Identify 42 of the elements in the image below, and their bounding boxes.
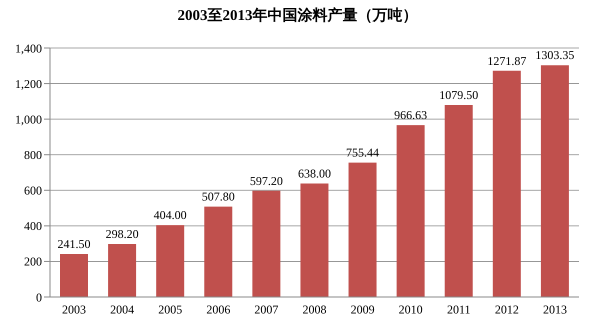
bar: [540, 65, 569, 297]
bar: [396, 125, 425, 297]
data-label: 241.50: [58, 237, 90, 252]
data-label: 966.63: [394, 108, 428, 122]
y-tick-label: 600: [24, 184, 42, 198]
y-tick-label: 1,200: [15, 76, 42, 91]
data-label: 1079.50: [439, 88, 478, 102]
data-label: 638.00: [298, 166, 331, 181]
x-tick-label: 2012: [494, 302, 519, 317]
data-label: 597.20: [250, 174, 283, 188]
data-label: 1303.35: [535, 48, 574, 62]
data-label: 404.00: [154, 208, 187, 222]
bar: [252, 190, 280, 297]
bar: [156, 225, 184, 297]
y-tick-label: 400: [24, 219, 42, 234]
y-tick-label: 0: [36, 290, 42, 304]
bar: [60, 254, 88, 297]
y-tick-label: 200: [24, 254, 42, 269]
bar: [300, 184, 328, 297]
x-tick-label: 2003: [62, 302, 86, 317]
chart-title: 2003至2013年中国涂料产量（万吨）: [176, 6, 418, 25]
x-tick-label: 2004: [110, 302, 134, 317]
data-label: 298.20: [106, 226, 139, 241]
y-tick-label: 1,000: [15, 112, 42, 126]
x-tick-label: 2007: [254, 302, 278, 317]
x-tick-label: 2006: [206, 302, 230, 317]
bar: [444, 105, 473, 297]
bar: [492, 70, 521, 297]
y-tick-label: 1,400: [15, 41, 42, 56]
x-tick-label: 2005: [158, 302, 182, 317]
bar: [348, 162, 377, 297]
data-label: 507.80: [202, 190, 235, 204]
y-tick-label: 800: [24, 148, 42, 162]
x-tick-label: 2009: [350, 302, 375, 317]
x-tick-label: 2013: [542, 302, 567, 317]
data-label: 1271.87: [487, 54, 526, 68]
bar: [108, 244, 136, 297]
x-tick-label: 2010: [398, 302, 423, 317]
data-label: 755.44: [346, 146, 380, 160]
bar: [204, 206, 232, 297]
x-tick-label: 2008: [302, 302, 326, 317]
x-tick-label: 2011: [446, 302, 471, 317]
